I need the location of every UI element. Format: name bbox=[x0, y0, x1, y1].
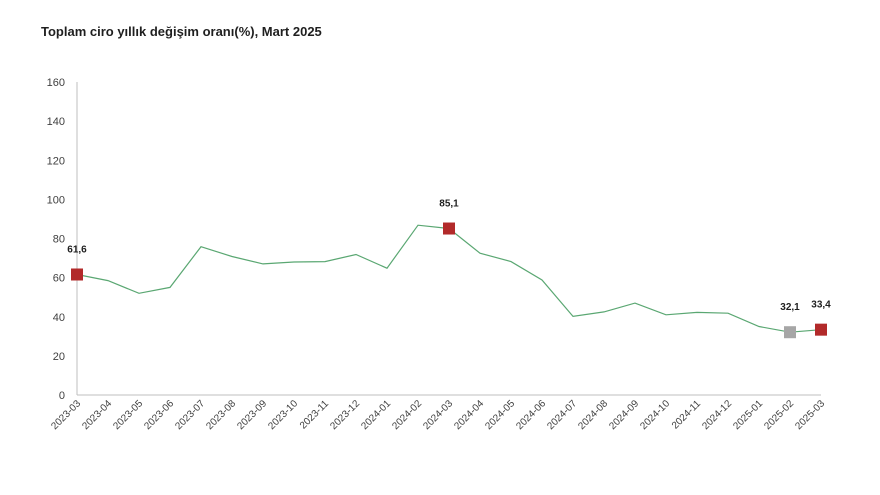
x-tick-label: 2024-08 bbox=[576, 398, 610, 432]
y-tick-label: 20 bbox=[53, 351, 65, 363]
data-label: 61,6 bbox=[67, 244, 87, 255]
chart-title: Toplam ciro yıllık değişim oranı(%), Mar… bbox=[41, 24, 322, 39]
series-line bbox=[76, 224, 822, 333]
x-tick-label: 2023-11 bbox=[298, 398, 332, 432]
x-tick-label: 2024-11 bbox=[670, 398, 704, 432]
x-tick-label: 2023-12 bbox=[328, 398, 362, 432]
x-tick-label: 2023-05 bbox=[111, 398, 145, 432]
x-tick-label: 2024-06 bbox=[514, 398, 548, 432]
x-tick-label: 2025-03 bbox=[793, 398, 827, 432]
y-tick-label: 100 bbox=[47, 194, 65, 206]
x-tick-label: 2024-02 bbox=[390, 398, 424, 432]
y-tick-label: 140 bbox=[47, 116, 65, 128]
data-label: 85,1 bbox=[439, 199, 459, 210]
x-tick-label: 2024-01 bbox=[359, 398, 393, 432]
x-tick-label: 2024-12 bbox=[700, 398, 734, 432]
highlight-marker bbox=[443, 222, 455, 235]
y-tick-label: 160 bbox=[47, 77, 65, 89]
highlight-marker bbox=[71, 268, 83, 281]
y-tick-label: 0 bbox=[59, 390, 65, 402]
highlight-markers: 61,6 85,1 32,1 33,4 bbox=[67, 199, 831, 339]
y-tick-label: 120 bbox=[47, 155, 65, 167]
x-tick-label: 2024-07 bbox=[545, 398, 579, 432]
x-tick-label: 2024-03 bbox=[421, 398, 455, 432]
y-axis: 0 20 40 60 80 100 120 140 160 bbox=[47, 77, 78, 402]
x-tick-label: 2023-04 bbox=[80, 398, 114, 432]
data-label: 33,4 bbox=[811, 300, 831, 311]
highlight-marker bbox=[784, 326, 796, 339]
y-tick-label: 40 bbox=[53, 312, 65, 324]
x-axis: 2023-032023-042023-052023-062023-072023-… bbox=[49, 394, 827, 432]
x-tick-label: 2023-09 bbox=[235, 398, 269, 432]
x-tick-label: 2024-10 bbox=[638, 398, 672, 432]
series-line-group bbox=[76, 224, 822, 333]
x-tick-label: 2023-08 bbox=[204, 398, 238, 432]
x-tick-label: 2023-03 bbox=[49, 398, 83, 432]
y-tick-label: 60 bbox=[53, 273, 65, 285]
x-tick-label: 2023-10 bbox=[266, 398, 300, 432]
y-tick-label: 80 bbox=[53, 234, 65, 246]
x-tick-label: 2025-01 bbox=[731, 398, 765, 432]
data-label: 32,1 bbox=[780, 302, 800, 313]
x-tick-label: 2023-07 bbox=[173, 398, 207, 432]
x-tick-label: 2024-04 bbox=[452, 398, 486, 432]
x-tick-label: 2024-09 bbox=[607, 398, 641, 432]
x-tick-label: 2024-05 bbox=[483, 398, 517, 432]
x-tick-label: 2025-02 bbox=[762, 398, 796, 432]
x-tick-label: 2023-06 bbox=[142, 398, 176, 432]
highlight-marker bbox=[815, 323, 827, 336]
